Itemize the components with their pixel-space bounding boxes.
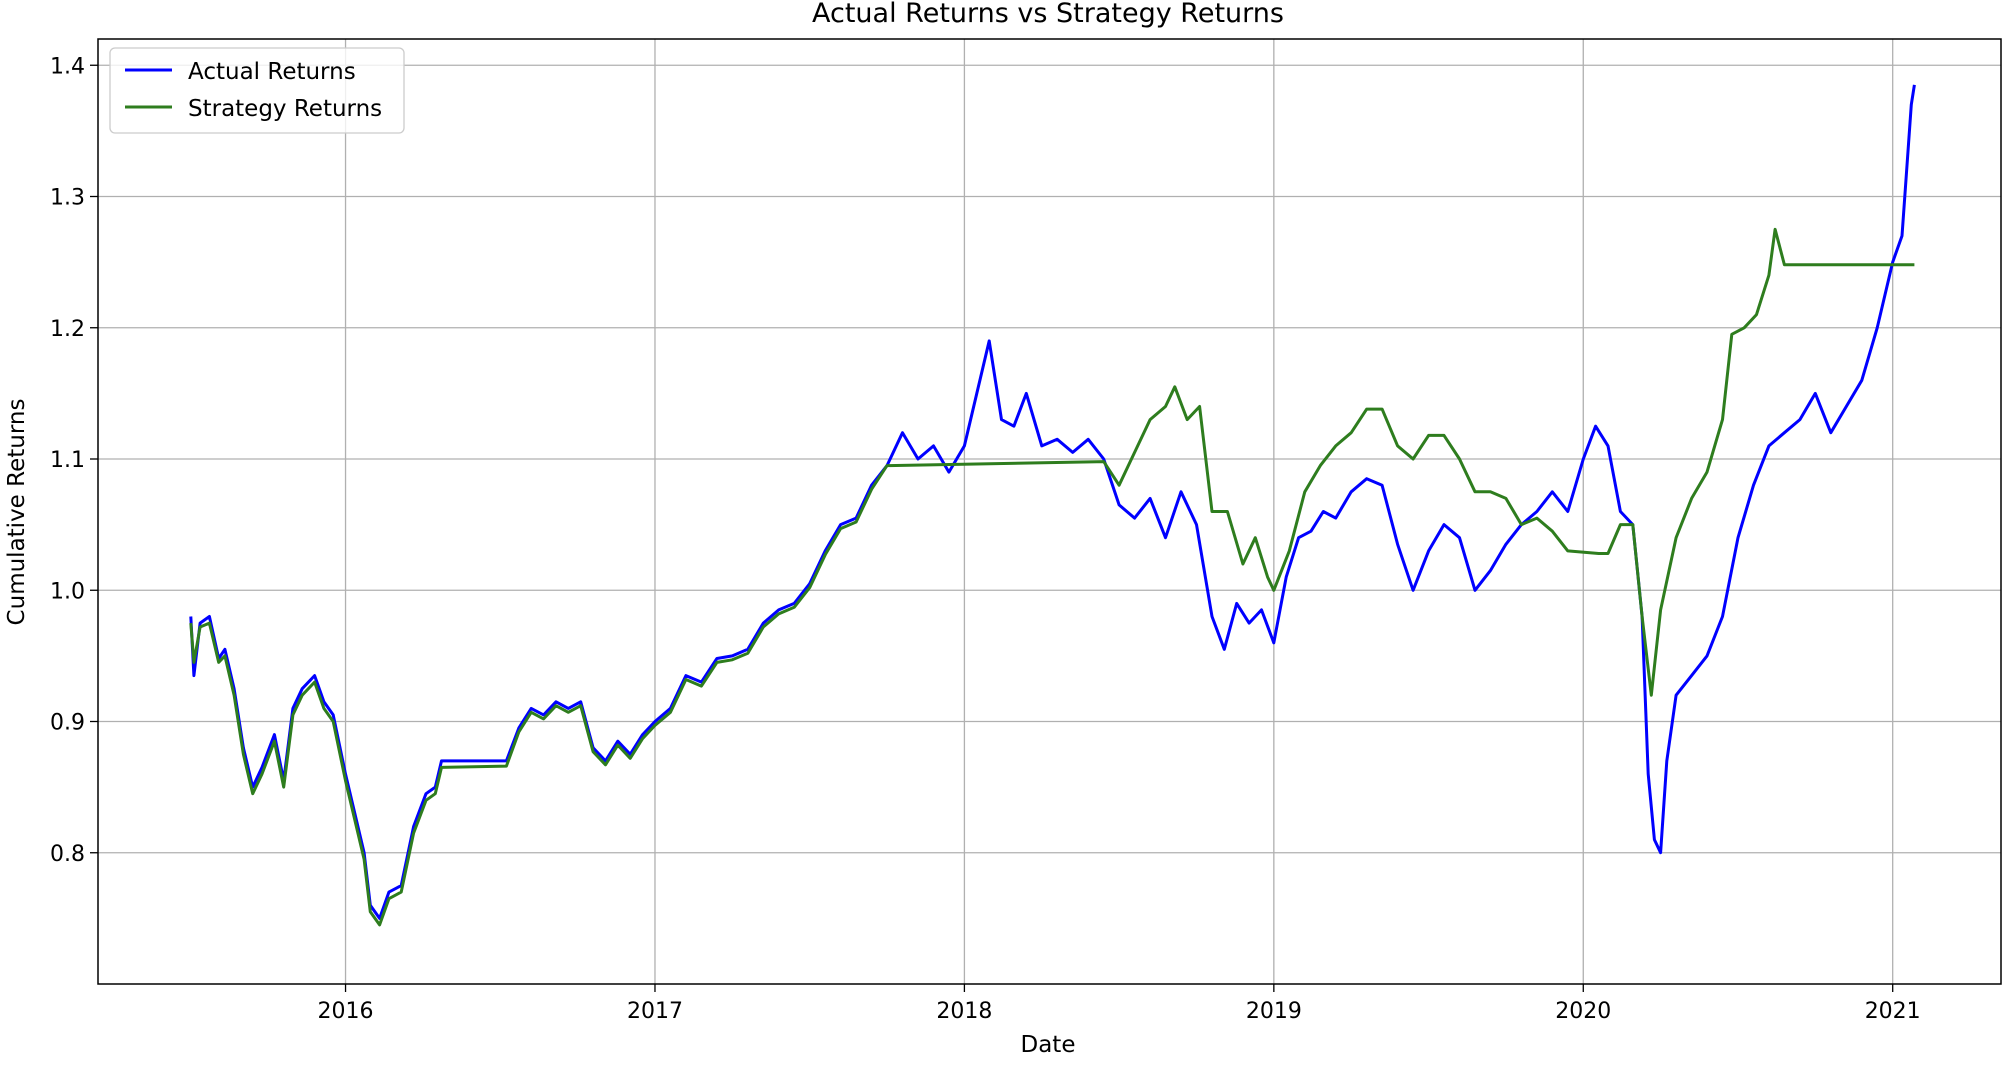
legend-box: [109, 47, 405, 134]
chart-title: Actual Returns vs Strategy Returns: [812, 0, 1284, 29]
legend-label-strategy-returns: Strategy Returns: [188, 96, 382, 122]
legend: Actual Returns Strategy Returns: [109, 47, 405, 134]
y-tick-label: 1.2: [50, 317, 85, 342]
x-tick-label: 2020: [1555, 999, 1611, 1024]
tick-layer: 2016 2017 2018 2019 2020 2021 0.8 0.9 1.0 1.1 1.2 1…: [50, 54, 1921, 1024]
x-tick-label: 2019: [1246, 999, 1302, 1024]
series-line-strategy-returns: [189, 227, 1915, 927]
x-tick-label: 2018: [936, 999, 992, 1024]
y-tick-label: 1.4: [50, 54, 85, 79]
series-layer: [189, 84, 1916, 927]
y-tick-label: 1.3: [50, 186, 85, 211]
plot-frame: [97, 38, 2002, 985]
x-tick-label: 2017: [627, 999, 683, 1024]
x-axis-label: Date: [1021, 1032, 1076, 1058]
y-tick-label: 1.0: [50, 579, 85, 604]
series-line-actual-returns: [189, 84, 1916, 920]
y-tick-label: 1.1: [50, 448, 85, 473]
y-axis-label: Cumulative Returns: [4, 399, 30, 626]
y-tick-label: 0.9: [50, 711, 85, 736]
grid-layer: [98, 39, 2001, 984]
x-tick-label: 2016: [318, 999, 374, 1024]
x-tick-label: 2021: [1865, 999, 1921, 1024]
legend-label-actual-returns: Actual Returns: [188, 59, 356, 85]
y-tick-label: 0.8: [50, 842, 85, 867]
